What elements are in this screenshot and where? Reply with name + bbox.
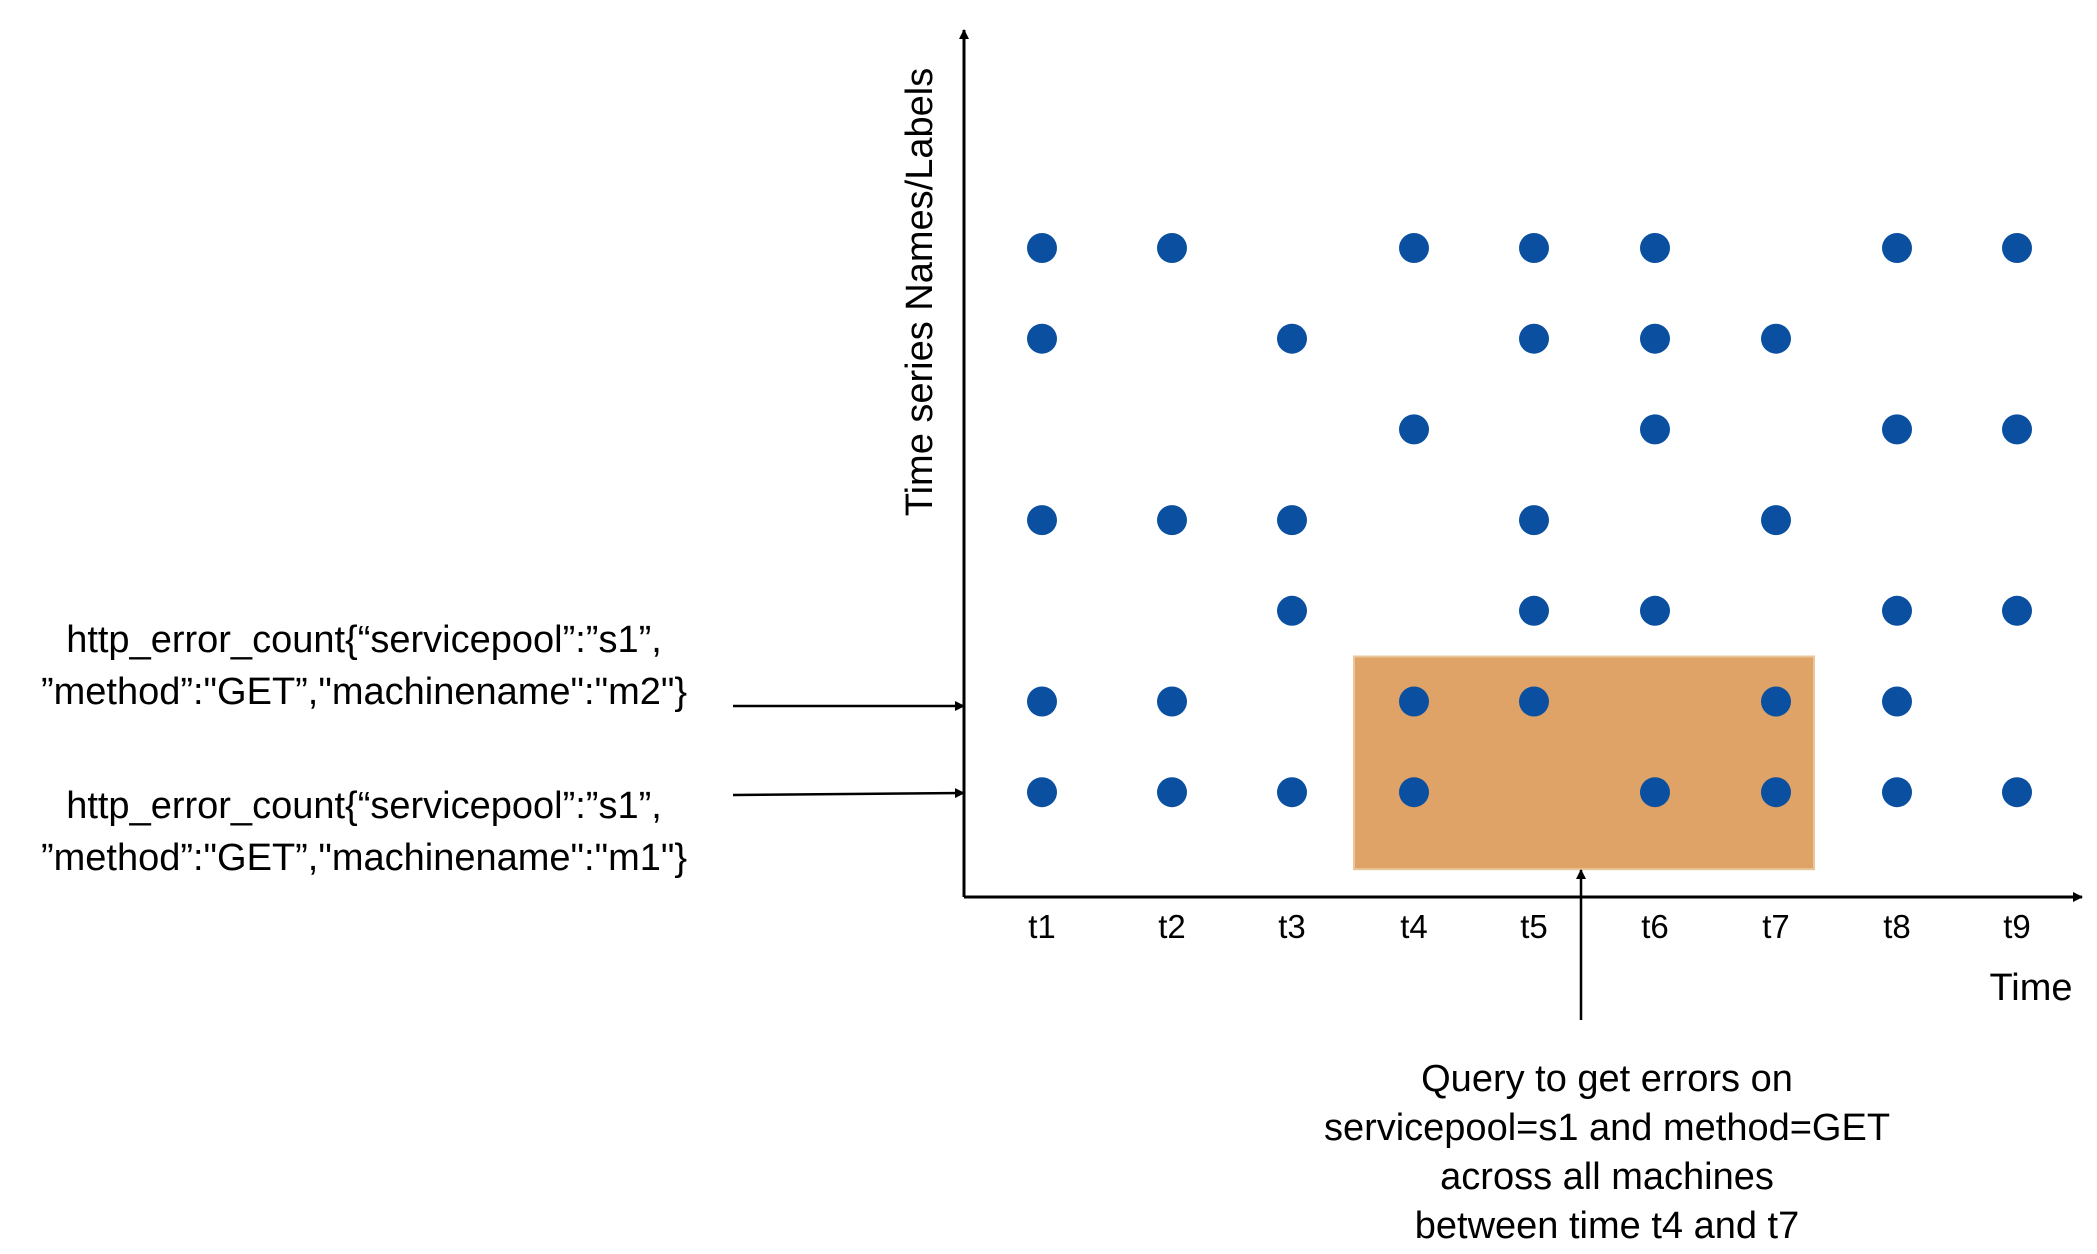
data-point-row0-t5: [1519, 233, 1549, 263]
data-point-row1-t3: [1277, 323, 1307, 354]
query-note-line2: servicepool=s1 and method=GET: [1324, 1107, 1890, 1149]
x-tick-label-t8: t8: [1883, 908, 1911, 945]
data-point-row4-t9: [2002, 595, 2032, 626]
series-label-m2-line1: http_error_count{“servicepool”:”s1”,: [66, 619, 662, 661]
data-point-row2-t6: [1640, 414, 1670, 445]
data-point-row2-t8: [1882, 414, 1912, 445]
data-point-row4-t5: [1519, 595, 1549, 626]
data-point-row3-t5: [1519, 505, 1549, 536]
data-point-row4-t8: [1882, 595, 1912, 626]
data-point-row2-t4: [1399, 414, 1429, 445]
x-tick-label-t9: t9: [2003, 908, 2031, 945]
x-tick-label-t6: t6: [1641, 908, 1669, 945]
x-tick-label-t7: t7: [1762, 908, 1790, 945]
data-point-row4-t3: [1277, 595, 1307, 626]
data-point-row5-t7: [1761, 686, 1791, 717]
data-point-row5-t1: [1027, 686, 1057, 717]
series-label-m1-line1: http_error_count{“servicepool”:”s1”,: [66, 785, 662, 827]
x-tick-labels: t1 t2 t3 t4 t5 t6 t7 t8 t9: [1028, 908, 2031, 945]
query-note-line4: between time t4 and t7: [1415, 1205, 1799, 1247]
data-point-row6-t6: [1640, 777, 1670, 808]
data-point-row1-t1: [1027, 323, 1057, 354]
data-point-row2-t9: [2002, 414, 2032, 445]
data-point-row6-t8: [1882, 777, 1912, 808]
x-tick-label-t1: t1: [1028, 908, 1056, 945]
x-tick-label-t4: t4: [1400, 908, 1428, 945]
data-point-row3-t7: [1761, 505, 1791, 536]
data-point-row6-t9: [2002, 777, 2032, 808]
data-point-row3-t2: [1157, 505, 1187, 536]
x-tick-label-t2: t2: [1158, 908, 1186, 945]
data-point-row0-t2: [1157, 233, 1187, 263]
series-label-m2-line2: ”method”:"GET”,"machinename":"m2"}: [41, 671, 687, 713]
data-point-row6-t1: [1027, 777, 1057, 808]
data-point-row5-t5: [1519, 686, 1549, 717]
data-point-row4-t6: [1640, 595, 1670, 626]
data-point-row6-t3: [1277, 777, 1307, 808]
data-point-row0-t9: [2002, 233, 2032, 263]
x-tick-label-t5: t5: [1520, 908, 1548, 945]
x-axis-title: Time: [1989, 967, 2072, 1009]
data-point-row0-t4: [1399, 233, 1429, 263]
data-point-row5-t2: [1157, 686, 1187, 717]
data-point-row5-t4: [1399, 686, 1429, 717]
data-point-row6-t4: [1399, 777, 1429, 808]
data-point-row1-t7: [1761, 323, 1791, 354]
data-point-row5-t8: [1882, 686, 1912, 717]
x-tick-label-t3: t3: [1278, 908, 1306, 945]
query-note-line3: across all machines: [1440, 1156, 1774, 1198]
query-note-line1: Query to get errors on: [1421, 1058, 1793, 1100]
data-point-row0-t8: [1882, 233, 1912, 263]
data-point-row0-t6: [1640, 233, 1670, 263]
data-point-row1-t6: [1640, 323, 1670, 354]
data-point-row3-t1: [1027, 505, 1057, 536]
query-region-highlight: [1353, 655, 1815, 871]
y-axis-title: Time series Names/Labels: [899, 68, 941, 516]
data-point-row3-t3: [1277, 505, 1307, 536]
data-point-row1-t5: [1519, 323, 1549, 354]
data-point-row6-t2: [1157, 777, 1187, 808]
data-point-row6-t7: [1761, 777, 1791, 808]
series-arrow-m1: [732, 788, 965, 799]
data-points: [1027, 233, 2032, 808]
series-label-m1-line2: ”method”:"GET”,"machinename":"m1"}: [41, 837, 687, 879]
data-point-row0-t1: [1027, 233, 1057, 263]
